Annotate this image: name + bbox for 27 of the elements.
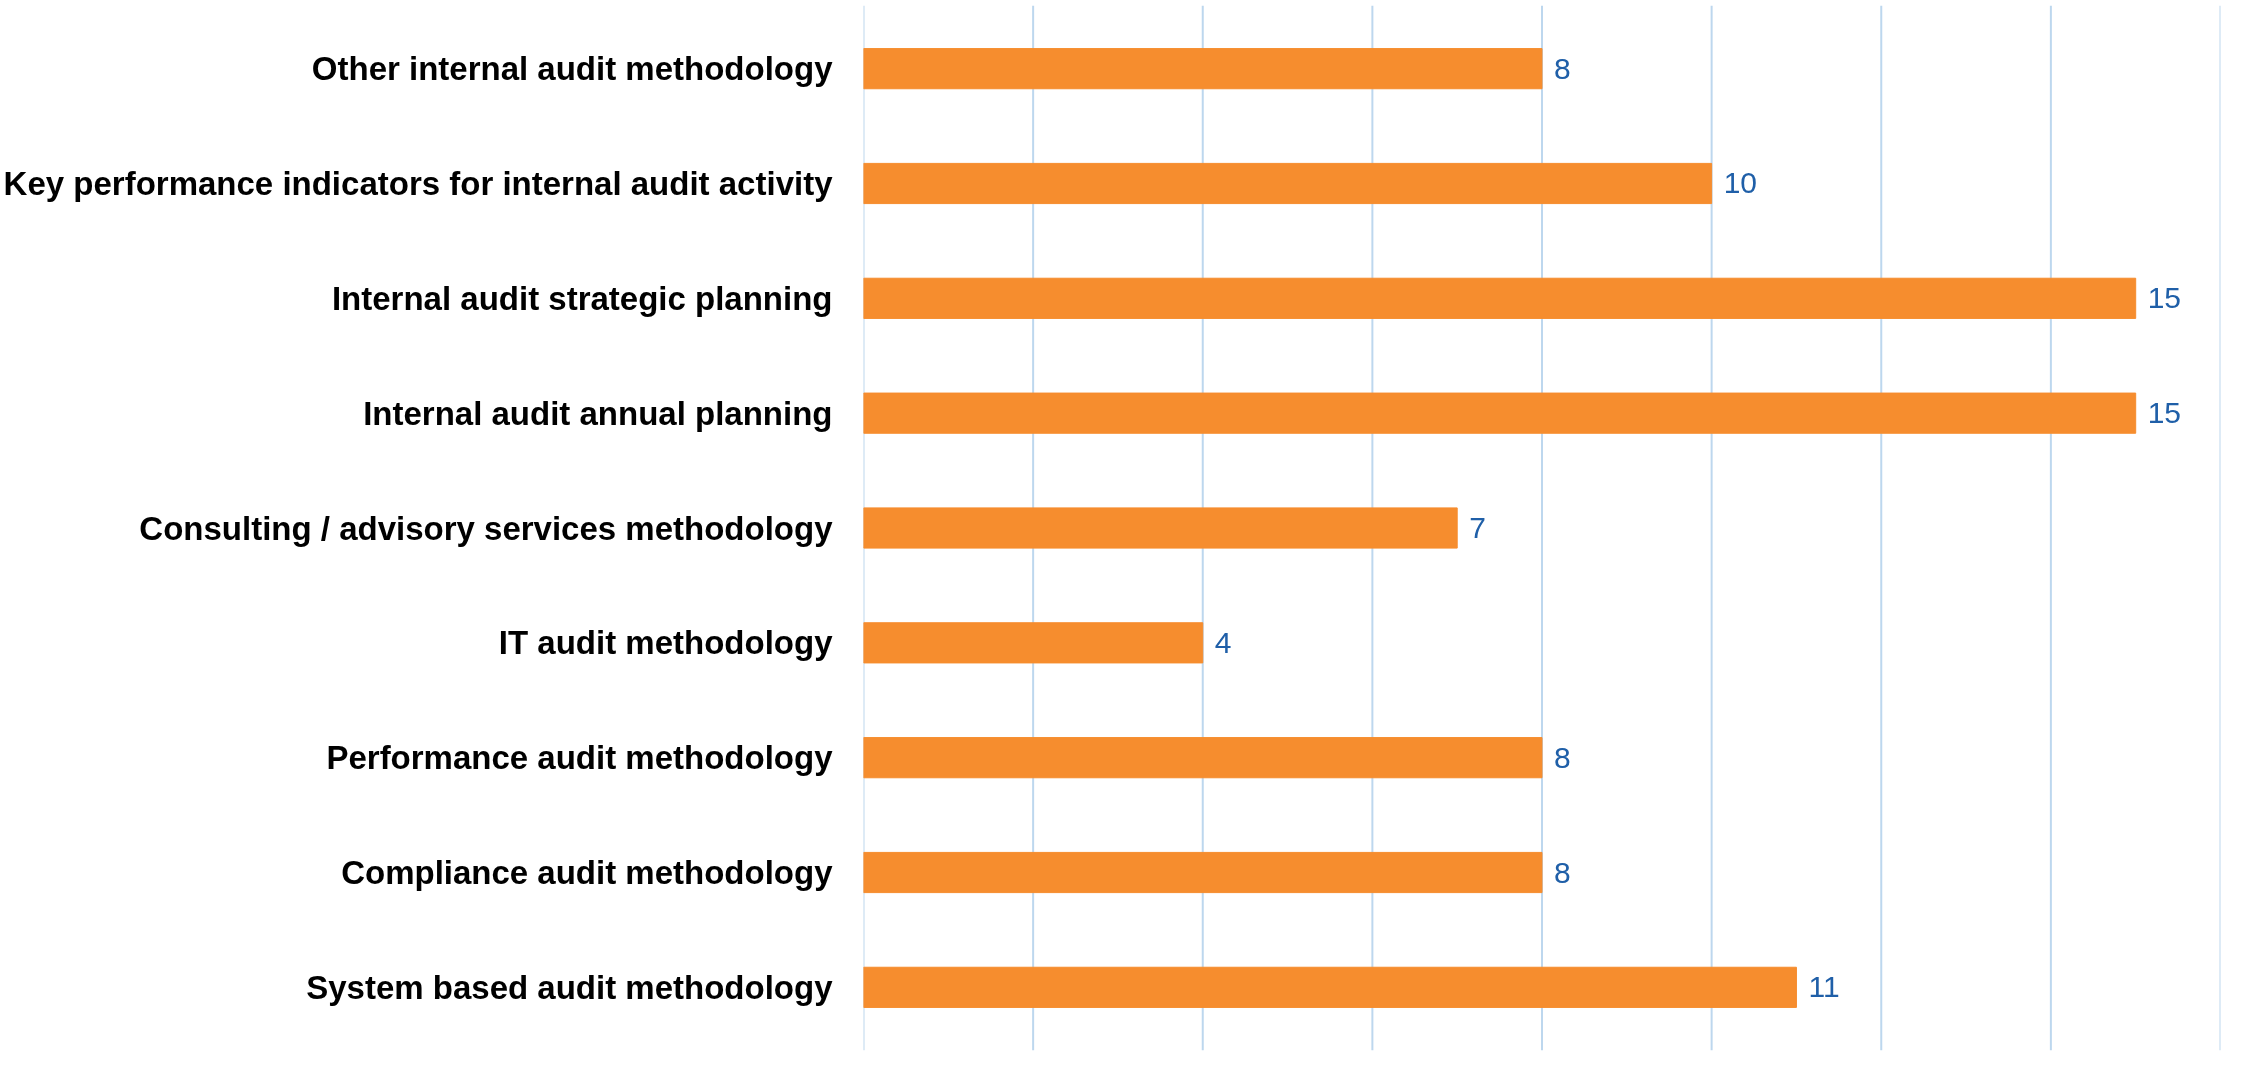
data-label: 8 xyxy=(1554,51,1571,85)
bar xyxy=(863,392,2137,434)
y-tick-label: Consulting / advisory services methodology xyxy=(139,509,834,547)
bar xyxy=(863,966,1797,1008)
bar xyxy=(863,162,1713,205)
y-tick-label: IT audit methodology xyxy=(498,624,834,662)
y-tick-label: Internal audit strategic planning xyxy=(331,279,833,317)
data-label: 10 xyxy=(1723,166,1757,200)
y-tick-label: Compliance audit methodology xyxy=(341,854,834,892)
data-label: 11 xyxy=(1808,970,1840,1004)
data-label: 15 xyxy=(2147,281,2182,315)
bar xyxy=(863,48,1543,90)
data-label: 8 xyxy=(1554,740,1571,774)
bar xyxy=(863,737,1543,779)
bar xyxy=(863,622,1204,664)
y-tick-label: Internal audit annual planning xyxy=(363,394,833,432)
y-tick-label: Key performance indicators for internal audit activity xyxy=(3,164,834,202)
bar xyxy=(863,851,1543,894)
y-tick-label: Other internal audit methodology xyxy=(311,50,834,88)
y-tick-label: System based audit methodology xyxy=(306,968,834,1006)
data-label: 15 xyxy=(2147,396,2182,430)
data-label: 8 xyxy=(1554,855,1571,889)
bar xyxy=(863,507,1458,549)
bar xyxy=(863,277,2137,319)
data-label: 7 xyxy=(1469,511,1486,544)
data-label: 4 xyxy=(1214,625,1232,659)
y-tick-label: Performance audit methodology xyxy=(326,739,834,777)
